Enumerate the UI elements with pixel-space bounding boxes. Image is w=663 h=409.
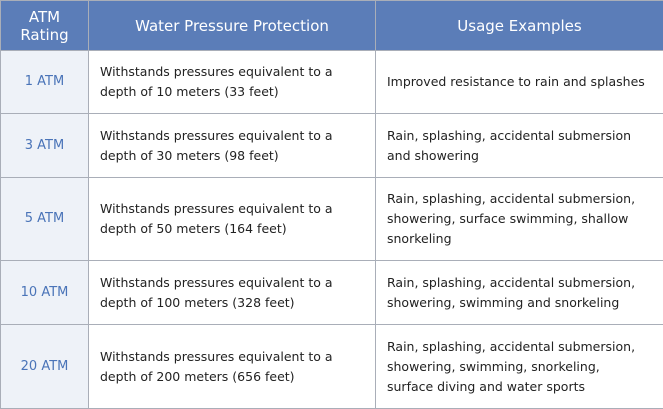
table-cell: 20 ATM xyxy=(1,325,89,409)
table-cell: 1 ATM xyxy=(1,51,89,114)
table-cell: Rain, splashing, accidental submersion, … xyxy=(376,261,663,325)
header-text: Water Pressure Protection xyxy=(89,17,375,35)
table-cell: 5 ATM xyxy=(1,178,89,261)
header-text: Usage Examples xyxy=(376,17,663,35)
cell-text: Rain, splashing, accidental submersion a… xyxy=(376,126,663,166)
cell-text: 10 ATM xyxy=(1,283,88,303)
cell-text: Rain, splashing, accidental submersion, … xyxy=(376,337,663,397)
cell-text: Improved resistance to rain and splashes xyxy=(376,72,663,92)
cell-text: Rain, splashing, accidental submersion, … xyxy=(376,189,663,249)
table-cell: Withstands pressures equivalent to a dep… xyxy=(89,51,376,114)
cell-text: Withstands pressures equivalent to a dep… xyxy=(89,199,375,239)
cell-text: 5 ATM xyxy=(1,209,88,229)
header-cell: Usage Examples xyxy=(376,1,663,51)
cell-text: 3 ATM xyxy=(1,136,88,156)
table-cell: Improved resistance to rain and splashes xyxy=(376,51,663,114)
table-cell: 3 ATM xyxy=(1,114,89,178)
cell-text: Rain, splashing, accidental submersion, … xyxy=(376,273,663,313)
table-cell: Withstands pressures equivalent to a dep… xyxy=(89,114,376,178)
cell-text: 20 ATM xyxy=(1,357,88,377)
header-text: ATM Rating xyxy=(15,8,75,44)
cell-text: Withstands pressures equivalent to a dep… xyxy=(89,347,375,387)
cell-text: Withstands pressures equivalent to a dep… xyxy=(89,126,375,166)
table-cell: Rain, splashing, accidental submersion, … xyxy=(376,178,663,261)
header-cell: Water Pressure Protection xyxy=(89,1,376,51)
table-cell: Withstands pressures equivalent to a dep… xyxy=(89,325,376,409)
table-cell: Withstands pressures equivalent to a dep… xyxy=(89,261,376,325)
table-cell: 10 ATM xyxy=(1,261,89,325)
table-cell: Rain, splashing, accidental submersion, … xyxy=(376,325,663,409)
cell-text: Withstands pressures equivalent to a dep… xyxy=(89,62,375,102)
cell-text: 1 ATM xyxy=(1,72,88,92)
cell-text: Withstands pressures equivalent to a dep… xyxy=(89,273,375,313)
table-cell: Withstands pressures equivalent to a dep… xyxy=(89,178,376,261)
table-cell: Rain, splashing, accidental submersion a… xyxy=(376,114,663,178)
header-cell: ATM Rating xyxy=(1,1,89,51)
